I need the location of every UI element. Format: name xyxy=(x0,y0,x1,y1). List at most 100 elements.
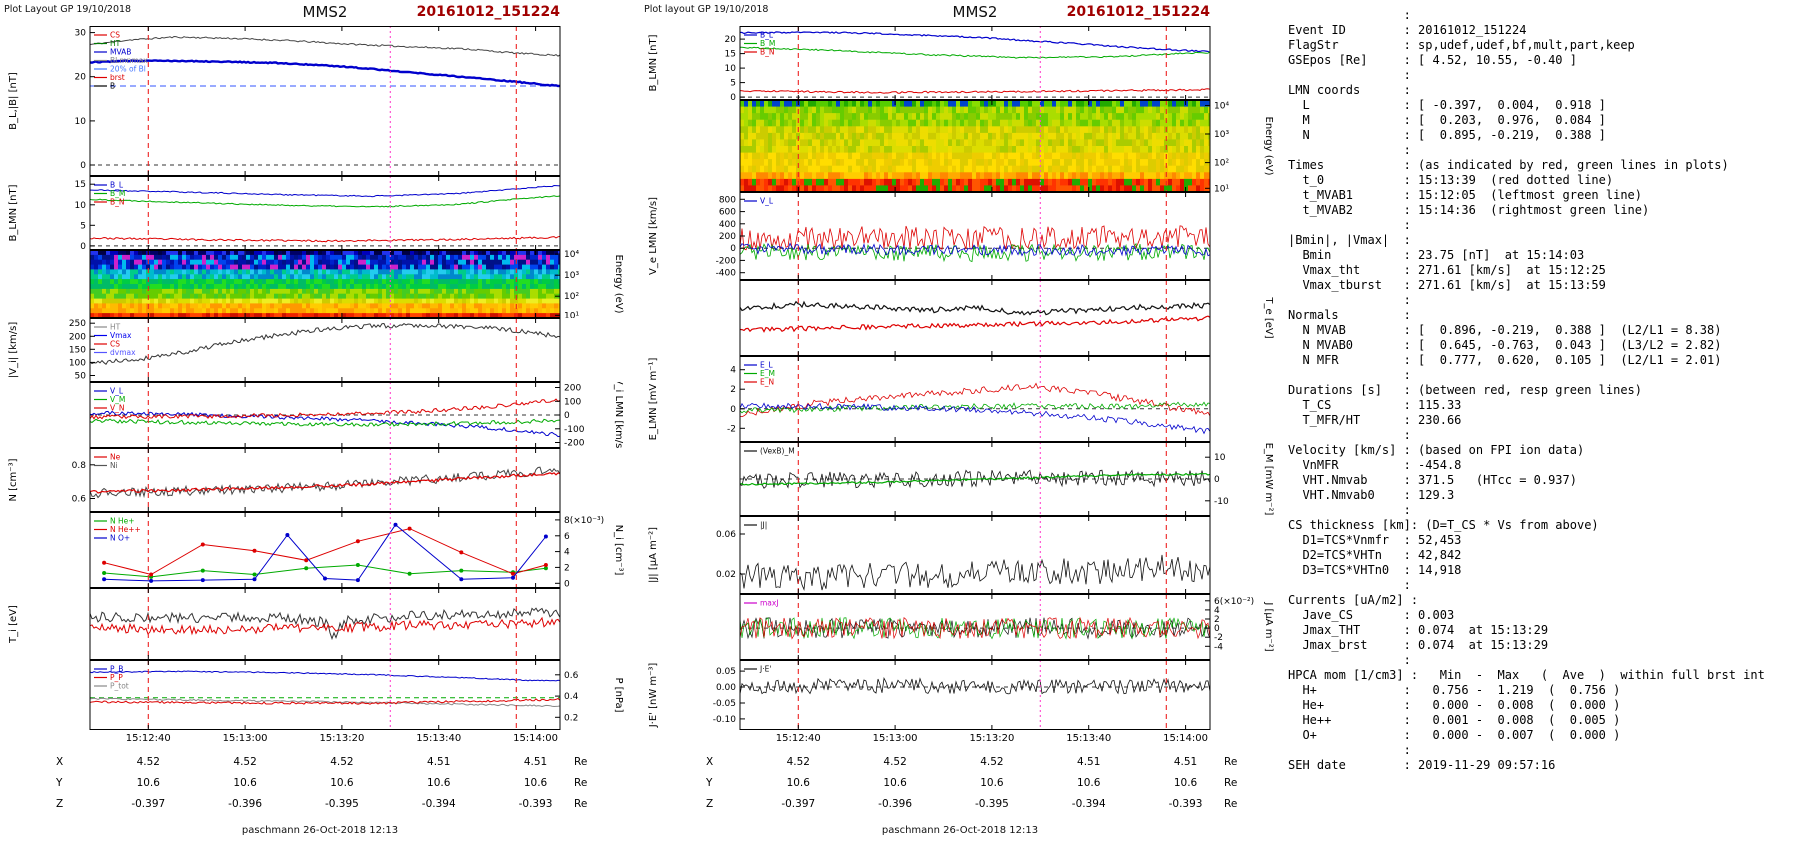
ephemeris-axis-label: X xyxy=(706,756,714,768)
ephemeris-value: -0.393 xyxy=(1168,798,1203,810)
svg-text:0: 0 xyxy=(730,93,736,100)
left-ephemeris-table: X 4.52 4.52 4.52 4.51 4.51 Re Y 10.6 10.6 10.6 10.6… xyxy=(0,756,640,820)
plot-title: MMS2 xyxy=(952,3,998,21)
svg-text:-10: -10 xyxy=(1214,497,1229,507)
legend-entry: HT xyxy=(110,323,121,332)
chart-panel-M9: 0.05 0.00 -0.05 -0.10 J·E' [nW m⁻³] J·E' xyxy=(648,660,1211,730)
svg-text:-4: -4 xyxy=(1214,642,1223,652)
legend-entry: E_L xyxy=(760,361,773,370)
ephemeris-axis-label: X xyxy=(56,756,64,768)
ephemeris-value: 10.6 xyxy=(980,777,1004,789)
svg-text:0.02: 0.02 xyxy=(716,570,736,580)
ephemeris-value: -0.395 xyxy=(974,798,1009,810)
ephemeris-value: 4.52 xyxy=(786,756,810,768)
y-axis-label-right: Energy (eV) xyxy=(1263,117,1274,176)
y-axis-label-left: B_LMN [nT] xyxy=(8,184,19,241)
svg-text:6(×10⁻²): 6(×10⁻²) xyxy=(1214,597,1254,607)
left-panel-stack: 30 20 10 0 B_L,|B| [nT] CS HT MVAB BLmnmax 20% of… xyxy=(0,26,640,730)
legend-entry: V_L xyxy=(110,387,124,396)
y-axis-label-left: N [cm⁻³] xyxy=(8,458,19,501)
svg-text:4: 4 xyxy=(1214,606,1220,616)
series-V_L xyxy=(739,242,1211,257)
legend-entry: |J| xyxy=(760,521,767,530)
series-P_B xyxy=(89,670,561,682)
svg-text:0: 0 xyxy=(730,405,736,415)
svg-text:0.4: 0.4 xyxy=(564,692,579,702)
time-tick-label: 15:13:20 xyxy=(319,733,365,744)
svg-text:0.2: 0.2 xyxy=(564,713,578,723)
svg-text:2: 2 xyxy=(730,385,736,395)
series-B_N xyxy=(89,235,561,243)
y-axis-label-right: N_i [cm⁻³] xyxy=(613,525,624,576)
legend-entry: N O+ xyxy=(110,534,130,543)
svg-text:50: 50 xyxy=(75,372,87,382)
svg-text:-0.05: -0.05 xyxy=(713,699,736,709)
legend-entry: V_M xyxy=(110,395,125,404)
y-axis-label-left: |J| [µA m⁻²] xyxy=(648,527,659,583)
series-J_M xyxy=(739,616,1211,640)
time-tick-label: 15:14:00 xyxy=(513,733,559,744)
legend-entry: BLmnmax xyxy=(110,56,148,65)
ephemeris-row-Z: Z -0.397 -0.396 -0.395 -0.394 -0.393 Re xyxy=(0,798,640,818)
y-axis-label-right: E_M [mW m⁻²] xyxy=(1263,443,1274,516)
y-axis-label-right: V_i LMN [km/s] xyxy=(613,382,624,448)
series-V_L xyxy=(89,410,561,438)
legend-entry: (VexB)_M xyxy=(760,447,795,456)
legend-entry: V_N xyxy=(110,404,125,413)
event-id: 20161012_151224 xyxy=(416,4,560,20)
svg-text:-2: -2 xyxy=(1214,633,1223,643)
time-tick-label: 15:13:40 xyxy=(1066,733,1112,744)
series-V_N xyxy=(739,225,1211,251)
series-B_L xyxy=(90,184,561,198)
chart-panel-M3: 800 600 400 200 0 -200 -400 V_e LMN [km/s] V_L xyxy=(648,192,1211,280)
svg-text:10²: 10² xyxy=(564,292,579,302)
chart-panel-L2: 15 10 5 0 B_LMN [nT] B_LB_MB_N xyxy=(8,176,561,250)
legend-entry: maxJ xyxy=(760,599,779,608)
ephemeris-value: 4.51 xyxy=(523,756,548,768)
y-axis-label-left: V_e LMN [km/s] xyxy=(648,197,659,275)
ephemeris-value: -0.394 xyxy=(1071,798,1106,810)
svg-text:4: 4 xyxy=(564,548,570,558)
legend-entry: CS xyxy=(110,31,120,40)
svg-text:-400: -400 xyxy=(716,269,737,279)
series-Te_perp xyxy=(739,300,1211,316)
svg-text:250: 250 xyxy=(69,319,86,329)
ephemeris-value: -0.395 xyxy=(324,798,359,810)
svg-text:0: 0 xyxy=(564,579,570,588)
ephemeris-row-Z: Z -0.397 -0.396 -0.395 -0.394 -0.393 Re xyxy=(640,798,1280,818)
svg-text:10: 10 xyxy=(75,117,87,127)
time-tick-label: 15:12:40 xyxy=(125,733,171,744)
svg-text:10⁴: 10⁴ xyxy=(564,250,579,260)
ephemeris-value: -0.396 xyxy=(878,798,913,810)
y-axis-label-left: |V_i| [km/s] xyxy=(8,322,19,379)
series-Vi xyxy=(89,322,561,366)
y-axis-label-right: P [nPa] xyxy=(613,677,624,712)
legend-entry: dvmax xyxy=(110,348,136,357)
chart-panel-L5: 200 100 0 -100 -200 V_i LMN [km/s] V_LV_MV_N xyxy=(89,382,624,448)
svg-text:15: 15 xyxy=(725,50,736,60)
left-time-axis: 15:12:40 15:13:00 15:13:20 15:13:40 15:14:00 xyxy=(0,730,640,750)
legend-entry: HT xyxy=(110,39,121,48)
chart-panel-M2: 10⁴ 10³ 10² 10¹ Energy (eV) xyxy=(739,100,1274,192)
legend-entry: Ne xyxy=(110,453,121,462)
legend-entry: B_N xyxy=(760,48,775,57)
legend-entry: Ni xyxy=(110,461,118,470)
ephemeris-value: 10.6 xyxy=(233,777,257,789)
left-column-header: Plot Layout GP 19/10/2018 MMS2 20161012_… xyxy=(0,0,640,26)
ephemeris-value: 10.6 xyxy=(1173,777,1198,789)
svg-text:10³: 10³ xyxy=(1214,130,1229,140)
y-axis-label-left: T_i [eV] xyxy=(8,605,19,644)
svg-text:2: 2 xyxy=(1214,615,1220,625)
svg-text:-100: -100 xyxy=(564,425,585,435)
svg-text:200: 200 xyxy=(564,384,581,394)
legend-entry: B_L xyxy=(760,31,774,40)
y-axis-label-left: E_LMN [mV m⁻¹] xyxy=(648,358,659,441)
legend-entry: P_tot xyxy=(110,682,129,691)
middle-plot-column: Plot layout GP 19/10/2018 MMS2 20161012_… xyxy=(640,0,1280,841)
left-footer: paschmann 26-Oct-2018 12:13 xyxy=(241,825,399,836)
ephemeris-value: 10.6 xyxy=(330,777,354,789)
y-axis-label-right: Energy (eV) xyxy=(613,255,624,314)
svg-text:5: 5 xyxy=(730,79,736,89)
layout-label: Plot Layout GP 19/10/2018 xyxy=(4,4,132,15)
